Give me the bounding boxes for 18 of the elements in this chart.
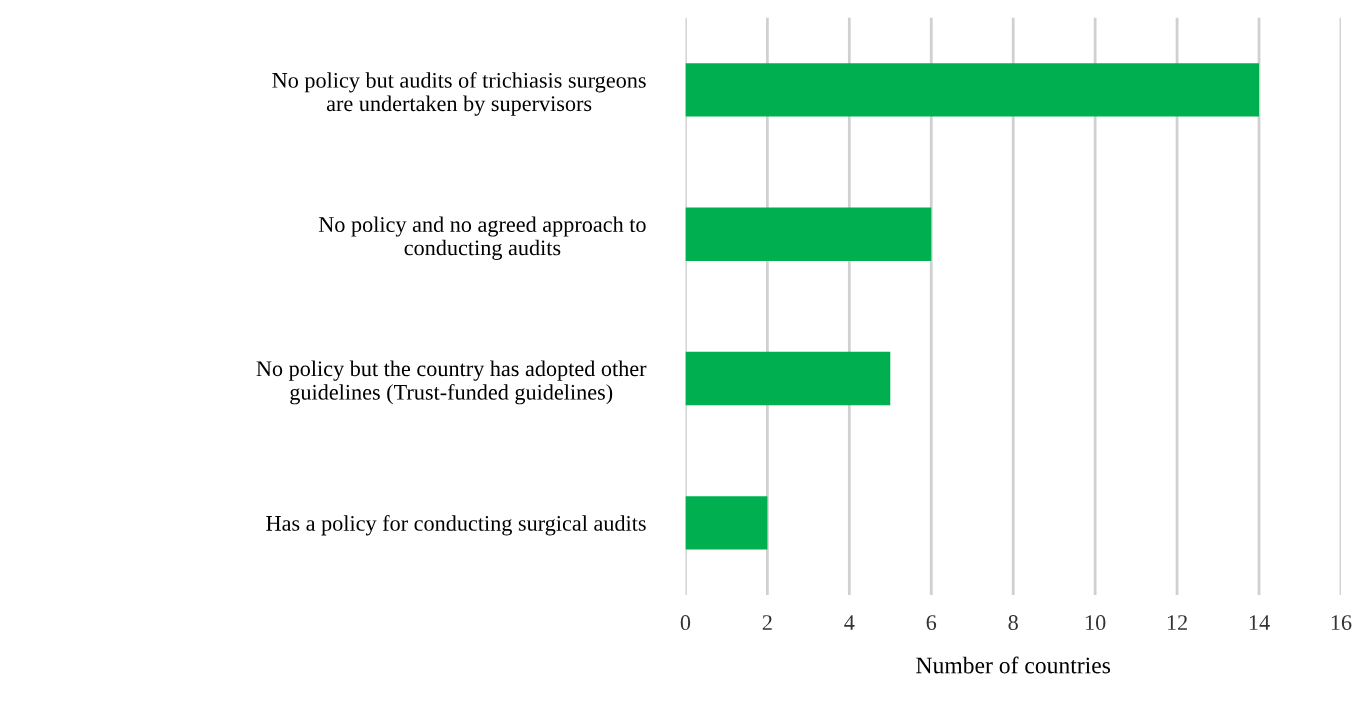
x-tick-label: 10	[1085, 615, 1106, 631]
x-tick-label: 8	[1008, 615, 1018, 631]
x-tick-label: 12	[1167, 615, 1187, 630]
bar	[685, 207, 932, 261]
y-tick-label: No policy but the country has adopted other guidelines (Trust-funded guidelines)	[256, 360, 647, 405]
x-tick-label: 4	[844, 615, 855, 630]
x-axis-title: Number of countries	[916, 656, 1111, 674]
bar	[685, 351, 891, 406]
x-tick-label: 2	[762, 615, 772, 630]
x-tick-label: 6	[926, 615, 937, 631]
x-tick-label: 14	[1249, 615, 1270, 630]
x-tick-label: 16	[1331, 615, 1352, 631]
y-tick-label: No policy and no agreed approach to conducting audits	[318, 216, 646, 260]
bar	[685, 496, 768, 550]
x-tick-label: 0	[680, 615, 691, 631]
y-tick-label: Has a policy for conducting surgical audits	[266, 515, 646, 536]
bar	[685, 63, 1260, 117]
y-tick-label: No policy but audits of trichiasis surgeons are undertaken by supervisors	[272, 71, 646, 116]
